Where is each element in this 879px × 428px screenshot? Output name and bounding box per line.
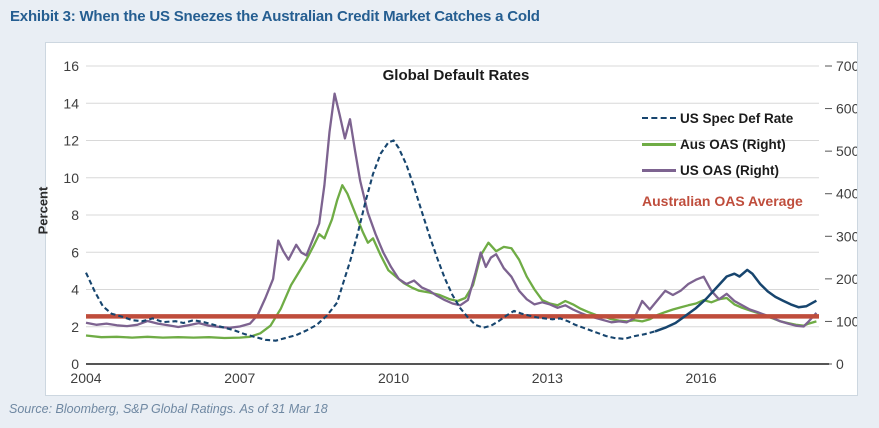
legend: US Spec Def Rate Aus OAS (Right) US OAS …	[642, 105, 803, 209]
solid-line-swatch	[642, 142, 676, 146]
svg-text:300: 300	[836, 228, 857, 244]
svg-text:12: 12	[63, 133, 79, 149]
svg-text:2004: 2004	[70, 370, 101, 386]
svg-text:2007: 2007	[224, 370, 255, 386]
dashed-line-swatch	[642, 117, 676, 119]
svg-text:700: 700	[836, 58, 857, 74]
svg-text:14: 14	[63, 95, 79, 111]
svg-text:2010: 2010	[378, 370, 409, 386]
svg-text:200: 200	[836, 271, 857, 287]
solid-line-swatch	[642, 168, 676, 172]
legend-label: US Spec Def Rate	[680, 110, 794, 126]
svg-text:400: 400	[836, 186, 857, 202]
svg-text:100: 100	[836, 313, 857, 329]
exhibit-title: Exhibit 3: When the US Sneezes the Austr…	[10, 8, 540, 25]
average-line-label: Australian OAS Average	[642, 193, 803, 209]
legend-item-us-spec-def-rate: US Spec Def Rate	[642, 105, 803, 131]
svg-text:600: 600	[836, 101, 857, 117]
source-note: Source: Bloomberg, S&P Global Ratings. A…	[9, 402, 328, 416]
svg-text:8: 8	[71, 207, 79, 223]
svg-text:0: 0	[71, 356, 79, 372]
svg-text:500: 500	[836, 143, 857, 159]
chart-panel: 0 2 4 6 8 10 12 14 16 0 100 200 300 400 500 600 700 2004 2…	[36, 42, 858, 396]
svg-text:0: 0	[836, 356, 844, 372]
legend-item-us-oas: US OAS (Right)	[642, 157, 803, 183]
legend-label: Aus OAS (Right)	[680, 136, 786, 152]
y-axis-label: Percent	[35, 186, 51, 235]
legend-label: US OAS (Right)	[680, 162, 779, 178]
svg-text:16: 16	[63, 58, 79, 74]
chart-title: Global Default Rates	[382, 67, 530, 84]
svg-text:2: 2	[71, 319, 79, 335]
svg-text:10: 10	[63, 170, 79, 186]
svg-text:2013: 2013	[532, 370, 563, 386]
svg-text:6: 6	[71, 244, 79, 260]
legend-item-aus-oas: Aus OAS (Right)	[642, 131, 803, 157]
svg-text:4: 4	[71, 282, 79, 298]
line-chart: 0 2 4 6 8 10 12 14 16 0 100 200 300 400 500 600 700 2004 2…	[63, 58, 857, 386]
svg-text:2016: 2016	[686, 370, 717, 386]
